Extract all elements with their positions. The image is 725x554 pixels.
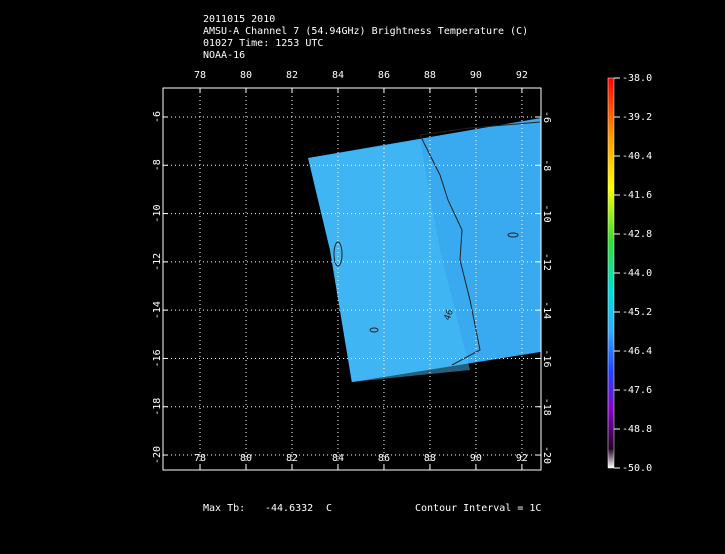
x-tick-label: 82 <box>286 453 298 464</box>
contour <box>333 241 343 267</box>
colorbar-label: -45.2 <box>622 307 652 318</box>
contour <box>419 134 481 366</box>
y-tick-label: -18 <box>152 398 163 416</box>
max-unit: C <box>326 503 332 514</box>
x-tick-label: 78 <box>194 70 206 81</box>
y-tick-label: -8 <box>152 159 163 171</box>
contour-interval: Contour Interval = 1C <box>415 503 541 514</box>
y-tick-label: -12 <box>152 253 163 271</box>
contour <box>419 121 541 136</box>
y-tick-label: -12 <box>541 253 552 271</box>
max-value: -44.6332 <box>265 503 313 514</box>
y-tick-label: -8 <box>541 159 552 171</box>
colorbar-label: -50.0 <box>622 463 652 474</box>
y-tick-label: -6 <box>152 111 163 123</box>
y-tick-label: -16 <box>541 349 552 367</box>
y-tick-label: -6 <box>541 111 552 123</box>
x-tick-label: 86 <box>378 70 390 81</box>
x-tick-label: 90 <box>470 453 482 464</box>
y-tick-label: -14 <box>152 301 163 319</box>
contour <box>507 232 519 238</box>
x-tick-label: 86 <box>378 453 390 464</box>
header-line: 01027 Time: 1253 UTC <box>203 38 323 49</box>
x-tick-label: 92 <box>516 70 528 81</box>
colorbar-label: -39.2 <box>622 112 652 123</box>
colorbar-label: -38.0 <box>622 73 652 84</box>
colorbar-label: -44.0 <box>622 268 652 279</box>
header-line: 2011015 2010 <box>203 14 275 25</box>
x-tick-label: 82 <box>286 70 298 81</box>
y-tick-label: -16 <box>152 349 163 367</box>
x-tick-label: 90 <box>470 70 482 81</box>
y-tick-label: -14 <box>541 301 552 319</box>
x-tick-label: 80 <box>240 70 252 81</box>
y-tick-label: -18 <box>541 398 552 416</box>
y-tick-label: -20 <box>541 446 552 464</box>
y-tick-label: -10 <box>541 205 552 223</box>
colorbar-label: -48.8 <box>622 424 652 435</box>
colorbar-label: -42.8 <box>622 229 652 240</box>
header-line: NOAA-16 <box>203 50 245 61</box>
colorbar <box>607 77 615 469</box>
y-tick-label: -20 <box>152 446 163 464</box>
header-line: AMSU-A Channel 7 (54.94GHz) Brightness T… <box>203 26 528 37</box>
contour <box>369 327 379 333</box>
x-tick-label: 88 <box>424 70 436 81</box>
x-tick-label: 78 <box>194 453 206 464</box>
x-tick-label: 92 <box>516 453 528 464</box>
colorbar-label: -40.4 <box>622 151 652 162</box>
colorbar-label: -41.6 <box>622 190 652 201</box>
y-tick-label: -10 <box>152 205 163 223</box>
plot-area: 46 <box>308 117 541 383</box>
x-tick-label: 84 <box>332 453 344 464</box>
x-tick-label: 88 <box>424 453 436 464</box>
max-label: Max Tb: <box>203 503 245 514</box>
x-tick-label: 80 <box>240 453 252 464</box>
plot-frame <box>162 87 542 471</box>
x-tick-label: 84 <box>332 70 344 81</box>
contour-label: 46 <box>443 308 456 322</box>
colorbar-label: -46.4 <box>622 346 652 357</box>
colorbar-label: -47.6 <box>622 385 652 396</box>
